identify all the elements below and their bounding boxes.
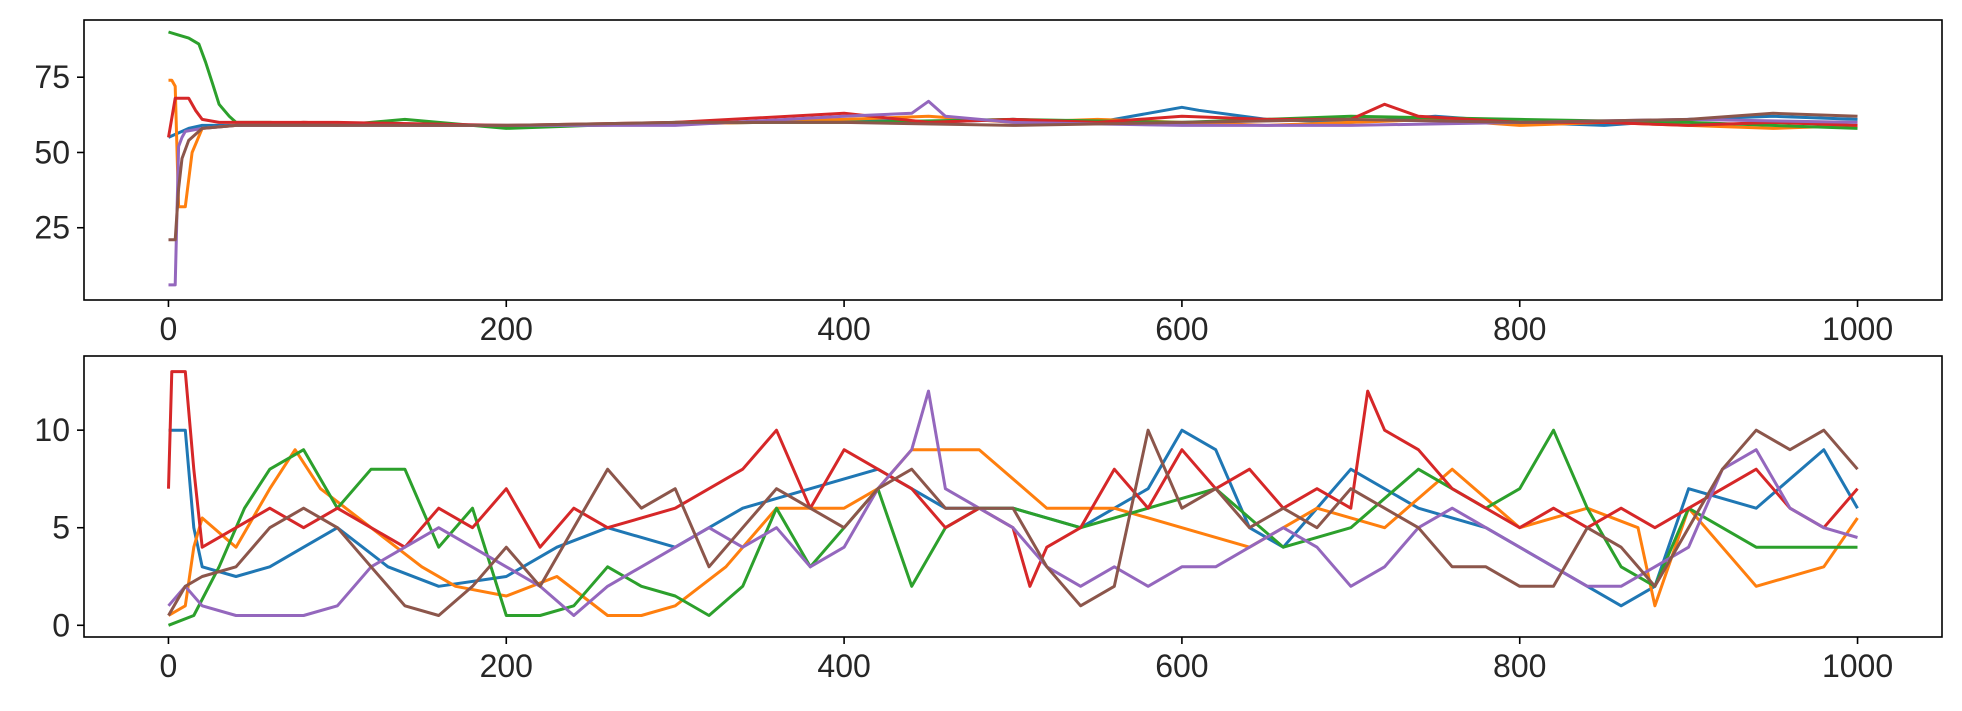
x-tick-label: 0 [160,648,178,684]
x-tick-label: 200 [480,311,533,347]
x-tick-label: 800 [1493,648,1546,684]
x-tick-label: 800 [1493,311,1546,347]
y-tick-label: 0 [52,607,70,643]
x-tick-label: 1000 [1822,648,1893,684]
x-tick-label: 400 [817,311,870,347]
series-line-4 [168,99,1858,287]
y-tick-label: 50 [34,134,70,170]
series-line-2 [168,30,1858,130]
x-tick-label: 1000 [1822,311,1893,347]
x-tick-label: 600 [1155,648,1208,684]
bottom-line-chart: 0 200 400 600 800 1000 0 5 10 [34,355,1943,684]
series-line-3 [167,96,1858,138]
y-tick-label: 10 [34,412,70,448]
x-tick-label: 400 [817,648,870,684]
series-line-1 [168,78,1858,209]
series-line-4 [167,389,1858,617]
y-tick-label: 5 [52,510,70,546]
top-line-chart: 0 200 400 600 800 1000 25 50 75 [34,19,1943,347]
x-tick-label: 200 [480,648,533,684]
axes-frame [83,19,1943,301]
series-line-5 [167,428,1859,617]
x-tick-label: 600 [1155,311,1208,347]
axes-frame [83,355,1943,638]
y-tick-label: 25 [34,210,70,246]
series-line-5 [168,111,1858,242]
y-tick-label: 75 [34,59,70,95]
x-tick-label: 0 [160,311,178,347]
